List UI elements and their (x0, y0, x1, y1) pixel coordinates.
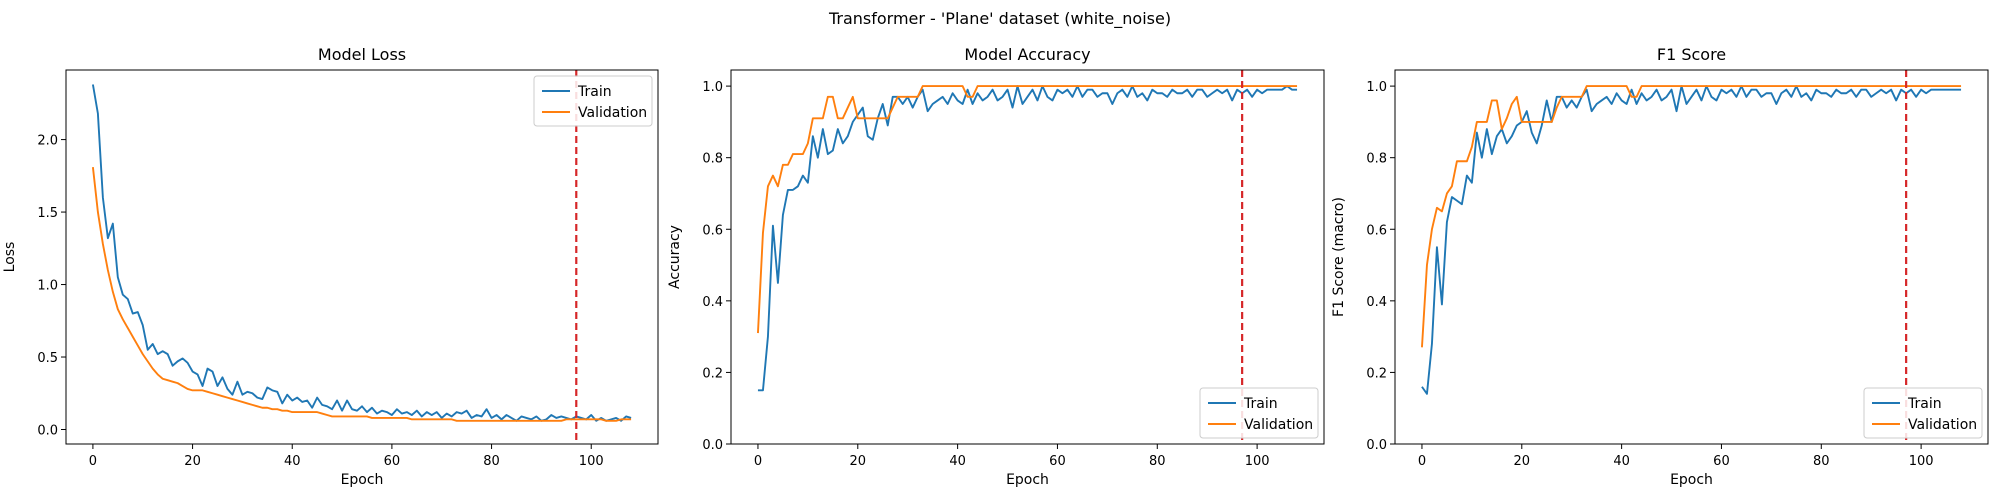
x-tick-label: 100 (1245, 454, 1270, 469)
x-tick-label: 80 (483, 454, 500, 469)
x-tick-label: 20 (1514, 454, 1531, 469)
y-tick-label: 1.5 (37, 206, 58, 221)
y-tick-label: 1.0 (702, 80, 723, 95)
x-tick-label: 60 (384, 454, 401, 469)
x-tick-label: 60 (1713, 454, 1730, 469)
chart-title: Model Accuracy (964, 45, 1090, 64)
x-tick-label: 20 (850, 454, 867, 469)
y-axis-label: F1 Score (macro) (1331, 197, 1347, 317)
legend-label-train: Train (1243, 396, 1278, 412)
y-tick-label: 0.2 (702, 366, 723, 381)
series-line-train (757, 85, 1298, 392)
legend-label-validation: Validation (1908, 417, 1977, 433)
x-tick-label: 40 (284, 454, 301, 469)
y-tick-label: 0.2 (1366, 366, 1387, 381)
y-tick-label: 0.8 (702, 152, 723, 167)
x-tick-label: 20 (184, 454, 201, 469)
figure-suptitle: Transformer - 'Plane' dataset (white_noi… (828, 9, 1171, 29)
chart-panel-1: Model Loss 0 20 40 60 80 100 0.0 0.5 1.0 1.5 2.0 Epo… (2, 45, 659, 488)
x-tick-label: 40 (949, 454, 966, 469)
legend: Train Validation (533, 75, 653, 127)
x-tick-label: 40 (1613, 454, 1630, 469)
x-tick-label: 100 (579, 454, 604, 469)
chart-title: Model Loss (318, 45, 406, 64)
x-tick-label: 100 (1909, 454, 1934, 469)
x-tick-label: 0 (1418, 454, 1426, 469)
legend-label-validation: Validation (1244, 417, 1313, 433)
plot-area (91, 84, 632, 422)
y-tick-label: 0.0 (37, 424, 58, 439)
y-tick-label: 1.0 (37, 279, 58, 294)
plot-area (1421, 85, 1962, 395)
series-line-train (1421, 85, 1962, 395)
plot-area (757, 85, 1298, 392)
legend-box (1199, 387, 1319, 439)
x-tick-label: 0 (754, 454, 762, 469)
x-tick-label: 60 (1049, 454, 1066, 469)
chart-panel-2: Model Accuracy 0 20 40 60 80 100 0.0 0.2 0.4 0.6 0.… (667, 45, 1325, 488)
y-tick-label: 0.5 (37, 351, 58, 366)
legend: Train Validation (1863, 387, 1983, 439)
y-tick-label: 0.6 (1366, 223, 1387, 238)
series-line-train (91, 84, 632, 422)
axes-frame (730, 69, 1325, 445)
y-axis-label: Loss (2, 242, 18, 273)
axes-frame (1394, 69, 1989, 445)
x-axis-label: Epoch (1006, 472, 1049, 488)
axes-frame (65, 69, 659, 445)
chart-title: F1 Score (1657, 45, 1726, 64)
legend-box (533, 75, 653, 127)
x-axis-label: Epoch (1670, 472, 1713, 488)
y-tick-label: 1.0 (1366, 80, 1387, 95)
y-tick-label: 0.8 (1366, 152, 1387, 167)
series-line-validation (1421, 85, 1962, 348)
y-tick-label: 0.4 (702, 295, 723, 310)
x-tick-label: 80 (1813, 454, 1830, 469)
y-axis-label: Accuracy (667, 225, 683, 289)
series-line-validation (757, 85, 1298, 334)
series-line-validation (91, 167, 632, 422)
legend-box (1863, 387, 1983, 439)
y-tick-label: 0.4 (1366, 295, 1387, 310)
y-tick-label: 0.0 (702, 438, 723, 453)
legend-label-train: Train (577, 84, 612, 100)
y-tick-label: 0.0 (1366, 438, 1387, 453)
y-tick-label: 2.0 (37, 134, 58, 149)
x-tick-label: 0 (89, 454, 97, 469)
x-axis-label: Epoch (341, 472, 384, 488)
y-tick-label: 0.6 (702, 223, 723, 238)
legend-label-train: Train (1907, 396, 1942, 412)
chart-panel-3: F1 Score 0 20 40 60 80 100 0.0 0.2 0.4 0.6 0.8 1.0 Ep… (1331, 45, 1989, 488)
legend-label-validation: Validation (578, 105, 647, 121)
x-tick-label: 80 (1149, 454, 1166, 469)
legend: Train Validation (1199, 387, 1319, 439)
